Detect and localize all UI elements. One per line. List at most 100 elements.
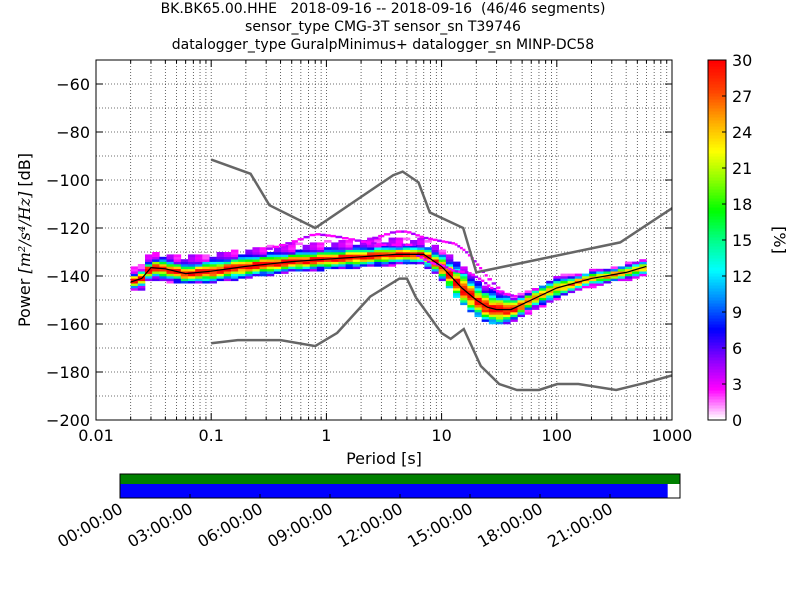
colorbar-segment: [708, 390, 726, 394]
x-tick-label: 1: [321, 426, 331, 445]
psd-cell: [352, 254, 361, 258]
psd-cell: [431, 254, 440, 258]
psd-cell: [288, 259, 296, 262]
psd-cell: [137, 271, 146, 274]
psd-cell: [567, 288, 576, 291]
psd-cell: [252, 252, 260, 255]
psd-cell: [309, 254, 318, 258]
psd-cell: [624, 278, 633, 282]
psd-cell: [503, 302, 511, 306]
psd-cell: [510, 297, 518, 301]
psd-cell: [302, 247, 311, 250]
psd-cell: [266, 254, 275, 258]
colorbar-segment: [708, 348, 726, 352]
psd-cell: [517, 292, 525, 296]
psd-cell: [137, 266, 146, 270]
colorbar-segment: [708, 246, 726, 250]
psd-cell: [553, 280, 561, 284]
psd-cell: [639, 271, 647, 274]
colorbar-tick-label: 18: [732, 195, 752, 214]
psd-cell: [531, 292, 540, 296]
psd-cell: [288, 252, 296, 255]
psd-cell: [467, 288, 475, 291]
psd-cell: [195, 280, 203, 284]
timeline-coverage-bar: [120, 484, 668, 498]
psd-cell: [216, 264, 225, 267]
noise-model-nhnm: [210, 158, 672, 274]
psd-cell: [281, 252, 289, 255]
psd-cell: [481, 295, 490, 298]
psd-cell: [316, 252, 325, 255]
psd-outlier-cell: [474, 275, 479, 279]
psd-cell: [352, 256, 361, 260]
psd-cell: [624, 268, 633, 272]
psd-outlier-cell: [404, 230, 408, 233]
psd-cell: [438, 261, 447, 265]
psd-cell: [324, 261, 332, 265]
psd-cell: [238, 271, 246, 274]
psd-cell: [467, 304, 475, 308]
psd-cell: [624, 266, 633, 270]
psd-cell: [453, 292, 461, 296]
psd-outlier-cell: [401, 243, 406, 246]
psd-cell: [546, 280, 554, 284]
psd-cell: [259, 264, 268, 267]
psd-cell: [560, 278, 568, 282]
psd-cell: [130, 285, 139, 289]
psd-cell: [510, 312, 518, 315]
psd-cell: [481, 314, 490, 318]
psd-cell: [531, 302, 540, 306]
psd-cell: [610, 266, 619, 270]
psd-cell: [546, 300, 554, 303]
psd-cell: [145, 266, 153, 270]
psd-cell: [166, 273, 174, 277]
y-tick-label: −140: [46, 267, 90, 286]
psd-cell: [359, 244, 368, 248]
psd-outlier-cell: [315, 233, 321, 236]
psd-cell: [309, 261, 318, 265]
psd-cell: [180, 271, 189, 274]
psd-cell: [324, 259, 332, 262]
colorbar-segment: [708, 150, 726, 154]
psd-cell: [223, 259, 232, 262]
psd-cell: [445, 271, 454, 274]
psd-cell: [352, 264, 361, 267]
colorbar-segment: [708, 93, 726, 97]
psd-outlier-cell: [464, 271, 469, 274]
colorbar-segment: [708, 378, 726, 382]
psd-cell: [309, 244, 318, 248]
psd-cell: [517, 314, 525, 318]
psd-outlier-cell: [487, 284, 491, 287]
psd-cell: [331, 266, 339, 270]
mean-line: [130, 253, 647, 311]
colorbar-segment: [708, 369, 726, 373]
psd-cell: [266, 252, 275, 255]
psd-cell: [517, 302, 525, 306]
psd-cell: [410, 259, 418, 262]
plot-frame: [95, 59, 673, 421]
psd-cell: [202, 273, 210, 277]
title-line-3: datalogger_type GuralpMinimus+ datalogge…: [171, 37, 595, 53]
colorbar-segment: [708, 279, 726, 283]
psd-cell: [617, 273, 626, 277]
psd-cell: [445, 256, 454, 260]
psd-cell: [424, 240, 432, 243]
psd-cell: [331, 249, 339, 253]
colorbar-segment: [708, 372, 726, 376]
psd-cell: [195, 268, 203, 272]
colorbar-segment: [708, 273, 726, 277]
psd-cell: [159, 276, 167, 279]
psd-cell: [130, 271, 139, 274]
psd-cell: [417, 247, 425, 250]
psd-cell: [130, 276, 139, 279]
psd-cell: [202, 259, 210, 262]
psd-cell: [388, 261, 397, 265]
psd-outlier-cell: [432, 238, 438, 242]
psd-cell: [302, 266, 311, 270]
colorbar-segment: [708, 111, 726, 115]
psd-cell: [309, 242, 318, 246]
psd-cell: [510, 316, 518, 320]
psd-cell: [503, 307, 511, 310]
psd-outlier-cell: [471, 273, 475, 277]
psd-outlier-cell: [405, 243, 410, 246]
